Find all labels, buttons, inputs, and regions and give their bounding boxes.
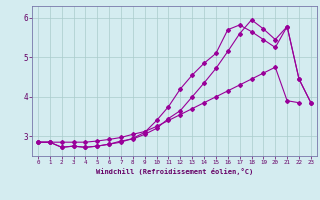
X-axis label: Windchill (Refroidissement éolien,°C): Windchill (Refroidissement éolien,°C)	[96, 168, 253, 175]
